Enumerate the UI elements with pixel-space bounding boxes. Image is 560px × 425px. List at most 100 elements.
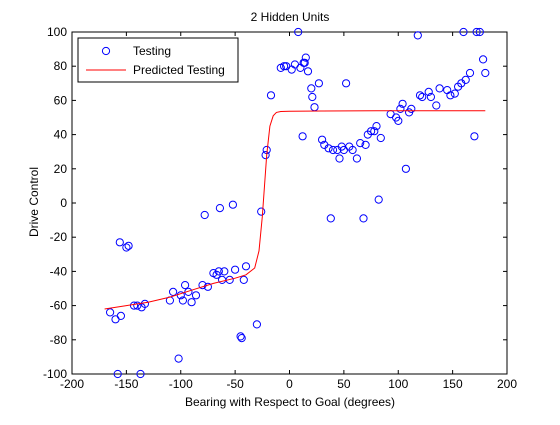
data-point-testing xyxy=(200,210,209,220)
data-point-testing xyxy=(214,267,223,276)
x-tick-label: 100 xyxy=(388,377,408,391)
x-tick-label: 200 xyxy=(497,377,517,391)
data-point-testing xyxy=(129,301,139,310)
data-point-testing xyxy=(140,299,149,308)
data-point-testing xyxy=(396,104,405,114)
data-point-testing xyxy=(348,145,357,155)
data-point-testing xyxy=(181,281,190,290)
data-point-testing xyxy=(459,27,468,37)
data-point-testing xyxy=(352,154,361,163)
data-point-testing xyxy=(116,311,126,320)
data-point-testing xyxy=(470,132,479,141)
data-point-testing xyxy=(394,116,403,126)
data-point-testing xyxy=(203,282,212,291)
data-point-testing xyxy=(178,296,187,305)
data-point-testing xyxy=(374,195,383,204)
data-point-testing xyxy=(479,55,488,64)
data-point-testing xyxy=(252,320,261,329)
y-tick-label: 60 xyxy=(54,93,68,107)
data-point-testing xyxy=(308,92,317,102)
tick-layer: -200 -150 -100 -50 0 50 100 150 200-100-80-60-40… xyxy=(43,25,517,391)
axes-box xyxy=(71,31,508,375)
data-point-testing xyxy=(122,243,131,252)
plot-area xyxy=(71,31,508,375)
data-point-testing xyxy=(314,79,323,88)
data-point-testing xyxy=(372,122,381,131)
x-tick-label: -150 xyxy=(114,377,138,391)
data-point-testing xyxy=(300,58,309,67)
data-point-testing xyxy=(413,31,422,40)
data-point-testing xyxy=(303,67,313,76)
data-point-testing xyxy=(307,84,316,93)
x-tick-label: -100 xyxy=(169,377,193,391)
data-point-testing xyxy=(215,204,224,213)
data-point-testing xyxy=(461,75,470,85)
legend-marker-swatch xyxy=(101,46,111,56)
data-point-testing xyxy=(356,139,365,148)
data-point-testing xyxy=(198,281,207,290)
data-point-testing xyxy=(342,79,351,88)
data-point-testing xyxy=(239,275,248,284)
data-point-testing xyxy=(446,91,455,100)
data-point-testing xyxy=(236,332,245,341)
data-point-testing xyxy=(398,99,407,108)
y-tick-label: -40 xyxy=(50,264,68,278)
data-point-testing xyxy=(450,89,459,98)
data-point-testing xyxy=(481,68,490,78)
y-tick-label: -100 xyxy=(43,367,67,381)
data-point-testing xyxy=(106,308,115,317)
data-point-testing xyxy=(328,145,338,155)
data-point-testing xyxy=(220,267,229,276)
y-tick-label: 0 xyxy=(60,196,67,210)
x-tick-label: -50 xyxy=(226,377,244,391)
data-point-testing xyxy=(241,262,251,271)
y-tick-label: -20 xyxy=(50,230,68,244)
data-point-testing xyxy=(407,104,416,114)
data-point-testing xyxy=(426,92,435,102)
data-point-testing xyxy=(257,207,266,216)
legend-label: Predicted Testing xyxy=(133,63,225,77)
data-point-testing xyxy=(415,91,425,100)
data-point-testing xyxy=(435,84,444,93)
y-tick-label: -80 xyxy=(50,333,68,347)
data-point-testing xyxy=(113,369,122,379)
data-point-testing xyxy=(237,334,246,343)
data-point-testing xyxy=(231,265,240,274)
x-tick-label: 150 xyxy=(443,377,463,391)
data-point-testing xyxy=(418,92,427,102)
data-point-testing xyxy=(465,68,475,78)
data-point-testing xyxy=(361,140,370,149)
legend: Testing Predicted Testing xyxy=(77,37,239,83)
data-layer xyxy=(104,27,490,379)
data-point-testing xyxy=(367,127,376,136)
data-point-testing xyxy=(301,53,310,62)
data-point-testing xyxy=(228,200,237,209)
y-tick-label: 40 xyxy=(54,128,68,142)
y-tick-label: 80 xyxy=(54,59,68,73)
data-point-testing xyxy=(359,214,368,223)
data-point-testing xyxy=(298,132,307,141)
x-tick-label: 50 xyxy=(337,377,351,391)
data-point-testing xyxy=(266,91,276,100)
x-axis-label: Bearing with Respect to Goal (degrees) xyxy=(185,395,395,409)
y-axis-label: Drive Control xyxy=(27,167,41,237)
data-point-testing xyxy=(187,298,196,307)
data-point-testing xyxy=(115,238,124,247)
data-point-testing xyxy=(136,369,145,379)
data-point-testing xyxy=(432,101,441,110)
data-point-testing xyxy=(324,144,333,153)
data-point-testing xyxy=(261,151,270,160)
x-tick-label: 0 xyxy=(286,377,293,391)
data-point-testing xyxy=(191,291,201,300)
data-point-testing xyxy=(401,164,410,173)
data-point-testing xyxy=(475,27,484,37)
data-point-testing xyxy=(318,135,327,144)
data-point-testing xyxy=(326,214,335,223)
data-point-testing xyxy=(376,133,385,143)
data-point-testing xyxy=(280,62,289,71)
data-point-testing xyxy=(335,154,344,163)
data-point-testing xyxy=(174,354,183,363)
y-tick-label: 20 xyxy=(54,162,68,176)
